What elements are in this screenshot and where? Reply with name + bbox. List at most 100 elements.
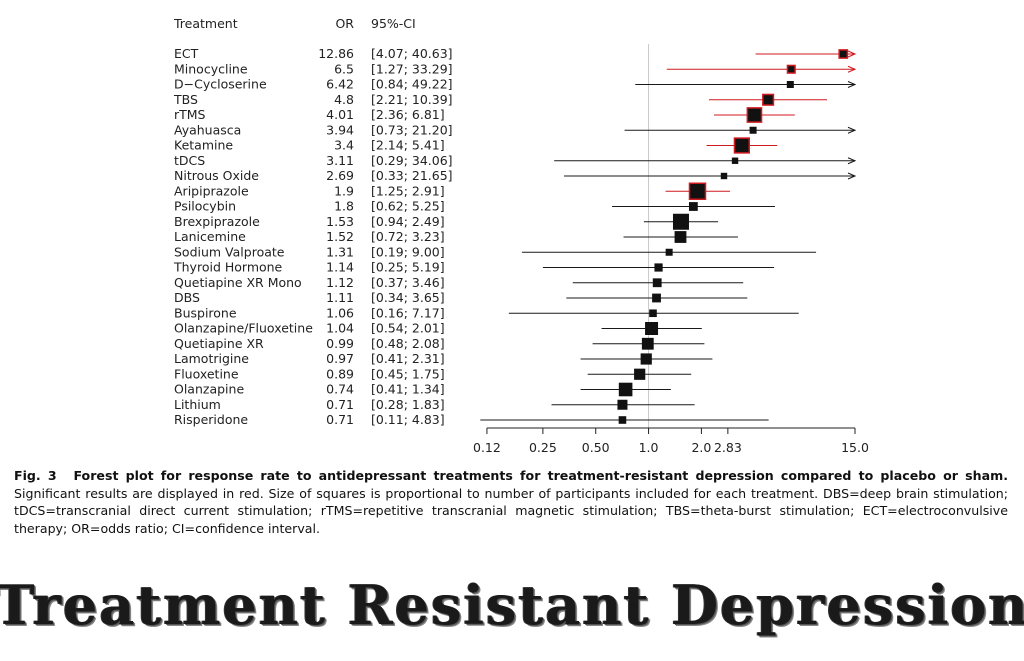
ci-arrow [847,50,857,58]
row-treatment: Lanicemine [174,229,246,244]
point-estimate [786,64,796,74]
point-estimate [688,202,698,211]
row-treatment: Nitrous Oxide [174,168,259,183]
row-or: 0.97 [326,351,354,366]
ci-arrow [847,126,857,134]
row-or: 3.4 [334,138,354,153]
row-or: 1.8 [334,199,354,214]
row-or: 6.42 [326,77,354,92]
row-or: 6.5 [334,61,354,76]
row-ci: [0.48; 2.08] [371,336,445,351]
row-treatment: Psilocybin [174,199,236,214]
row-ci: [0.45; 1.75] [371,366,445,381]
row-ci: [2.14; 5.41] [371,138,445,153]
x-tick-label: 1.0 [639,440,659,455]
point-estimate [720,172,728,180]
point-estimate [640,353,652,365]
row-or: 0.99 [326,336,354,351]
row-or: 1.53 [326,214,354,229]
point-estimate [674,231,687,243]
x-tick-label: 2.83 [714,440,742,455]
point-estimate [645,322,659,335]
row-treatment: Risperidone [174,412,248,427]
row-ci: [0.41; 2.31] [371,351,445,366]
banner-title: Treatment Resistant Depression [0,572,1024,637]
row-treatment: Quetiapine XR [174,336,264,351]
row-or: 1.9 [334,183,354,198]
forest-plot: Treatment OR 95%-CI ECT 12.86 [4.07; 40.63… [173,16,869,455]
row-ci: [4.07; 40.63] [371,46,453,61]
row-or: 1.11 [326,290,354,305]
row-treatment: rTMS [174,107,206,122]
row-ci: [0.11; 4.83] [371,412,445,427]
row-treatment: TBS [173,92,198,107]
row-or: 4.01 [326,107,354,122]
row-or: 0.89 [326,366,354,381]
point-estimate [618,382,633,397]
row-treatment: tDCS [174,153,205,168]
row-or: 0.71 [326,397,354,412]
row-ci: [0.33; 21.65] [371,168,453,183]
banner: Treatment Resistant Depression [0,548,1024,661]
row-ci: [0.19; 9.00] [371,244,445,259]
row-or: 1.12 [326,275,354,290]
x-axis: 0.12 0.25 0.50 1.0 2.0 2.83 15.0 [473,427,869,455]
point-estimate [672,213,689,230]
row-or: 3.94 [326,122,354,137]
point-estimate [733,137,751,154]
row-ci: [0.94; 2.49] [371,214,445,229]
x-tick-label: 2.0 [691,440,711,455]
row-treatment: Aripiprazole [174,183,249,198]
rows-layer: ECT 12.86 [4.07; 40.63] Minocycline 6.5 [1.27… [173,44,857,430]
point-estimate [746,107,763,123]
row-ci: [0.41; 1.34] [371,382,445,397]
row-ci: [0.72; 3.23] [371,229,445,244]
header-treatment: Treatment [173,16,238,31]
row-or: 3.11 [326,153,354,168]
row-treatment: Lithium [174,397,221,412]
row-ci: [0.62; 5.25] [371,199,445,214]
ci-arrow [847,157,857,165]
row-treatment: Buspirone [174,305,237,320]
row-or: 1.06 [326,305,354,320]
point-estimate [688,182,707,200]
x-tick-label: 15.0 [841,440,869,455]
row-treatment: D−Cycloserine [174,77,267,92]
point-estimate [749,126,757,134]
row-or: 4.8 [334,92,354,107]
point-estimate [731,157,739,164]
point-estimate [618,416,627,424]
point-estimate [654,263,663,272]
row-or: 0.74 [326,382,354,397]
row-or: 1.52 [326,229,354,244]
row-ci: [2.36; 6.81] [371,107,445,122]
row-treatment: Minocycline [174,61,248,76]
x-tick-label: 0.50 [582,440,610,455]
row-ci: [0.34; 3.65] [371,290,445,305]
row-treatment: Thyroid Hormone [173,260,283,275]
row-ci: [0.25; 5.19] [371,260,445,275]
point-estimate [652,278,662,288]
row-treatment: Lamotrigine [174,351,249,366]
point-estimate [641,337,654,350]
row-treatment: ECT [174,46,199,61]
row-treatment: Ayahuasca [174,122,241,137]
point-estimate [762,93,775,106]
caption-body: Significant results are displayed in red… [14,485,1008,536]
header-ci: 95%-CI [371,16,416,31]
row-ci: [0.16; 7.17] [371,305,445,320]
point-estimate [617,399,628,410]
x-tick-label: 0.25 [529,440,557,455]
ci-arrow [847,172,857,180]
row-or: 1.31 [326,244,354,259]
row-ci: [0.84; 49.22] [371,77,453,92]
figure-caption: Fig. 3 Forest plot for response rate to … [14,467,1008,537]
x-tick-label: 0.12 [473,440,501,455]
point-estimate [649,309,657,318]
row-or: 0.71 [326,412,354,427]
row-treatment: Olanzapine/Fluoxetine [174,321,313,336]
row-treatment: Brexpiprazole [174,214,260,229]
row-ci: [0.54; 2.01] [371,321,445,336]
row-or: 2.69 [326,168,354,183]
point-estimate [786,81,794,88]
